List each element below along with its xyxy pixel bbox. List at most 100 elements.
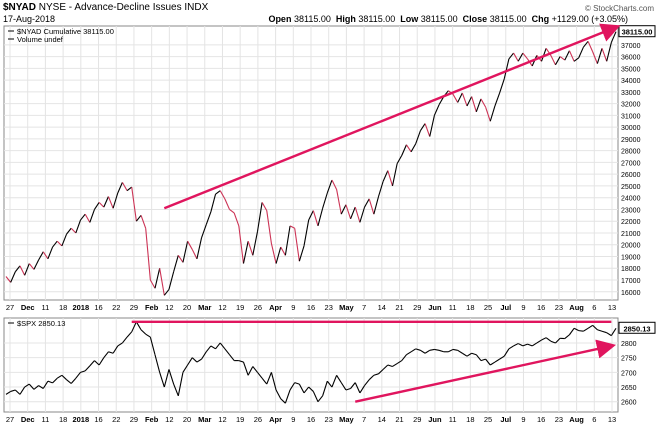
spx-x-tick-label: 27 bbox=[6, 415, 14, 424]
nyad-x-tick-label: Jul bbox=[500, 303, 511, 312]
nyad-x-tick-label: Aug bbox=[569, 303, 584, 312]
nyad-x-tick-label: 11 bbox=[42, 303, 50, 312]
spx-series-segment bbox=[131, 321, 137, 333]
spx-series-segment bbox=[312, 391, 319, 402]
nyad-series-segment bbox=[159, 268, 165, 296]
nyad-x-tick-label: May bbox=[339, 303, 354, 312]
spx-series-segment bbox=[242, 361, 249, 376]
spx-series-segment bbox=[284, 389, 291, 404]
nyad-series-segment bbox=[229, 209, 235, 214]
high-value: 38115.00 bbox=[358, 14, 396, 24]
nyad-series-segment bbox=[275, 246, 282, 264]
spx-series-segment bbox=[154, 354, 161, 373]
spx-series-segment bbox=[215, 342, 221, 350]
spx-series-segment bbox=[308, 386, 314, 392]
spx-series-segment bbox=[392, 363, 398, 367]
nyad-series-segment bbox=[457, 92, 463, 103]
nyad-series-segment bbox=[461, 92, 468, 107]
nyad-legend-label: Volume undef bbox=[17, 35, 64, 44]
nyad-series-segment bbox=[261, 202, 268, 211]
symbol: $NYAD bbox=[3, 2, 36, 13]
nyad-series-segment bbox=[298, 245, 305, 262]
spx-series-segment bbox=[168, 369, 175, 385]
spx-series-segment bbox=[452, 348, 458, 351]
spx-series-segment bbox=[145, 333, 151, 338]
nyad-series-segment bbox=[303, 219, 310, 247]
nyad-series-segment bbox=[182, 241, 189, 263]
nyad-series-segment bbox=[280, 246, 286, 256]
nyad-series-segment bbox=[485, 106, 491, 122]
nyad-series-segment bbox=[592, 51, 598, 64]
spx-series-segment bbox=[597, 329, 603, 332]
nyad-series-segment bbox=[410, 143, 417, 153]
spx-series-segment bbox=[14, 389, 21, 395]
nyad-y-tick-label: 31000 bbox=[621, 113, 641, 120]
spx-series-segment bbox=[350, 382, 356, 389]
nyad-series-segment bbox=[121, 182, 128, 191]
spx-series-segment bbox=[149, 336, 156, 355]
nyad-series-segment bbox=[187, 240, 193, 250]
nyad-series-segment bbox=[317, 208, 324, 227]
spx-series-segment bbox=[471, 352, 477, 356]
spx-series-segment bbox=[126, 331, 133, 338]
spx-series-segment bbox=[98, 357, 105, 366]
spx-x-tick-label: Jul bbox=[500, 415, 511, 424]
chart-title: $NYAD NYSE - Advance-Decline Issues INDX bbox=[3, 2, 209, 13]
nyad-series-segment bbox=[10, 271, 16, 283]
nyad-series-segment bbox=[219, 190, 226, 200]
spx-series-segment bbox=[592, 324, 598, 331]
spx-series-segment bbox=[462, 352, 468, 357]
spx-series-segment bbox=[420, 349, 426, 354]
spx-series-segment bbox=[522, 343, 528, 347]
nyad-series-segment bbox=[112, 192, 119, 209]
spx-trend-arrow bbox=[354, 339, 617, 403]
spx-series-segment bbox=[396, 360, 403, 364]
spx-series-segment bbox=[280, 398, 286, 404]
nyad-series-segment bbox=[419, 123, 426, 131]
spx-series-segment bbox=[503, 348, 510, 357]
spx-x-tick-label: 11 bbox=[42, 415, 50, 424]
nyad-y-tick-label: 35000 bbox=[621, 66, 641, 73]
nyad-series-segment bbox=[75, 219, 82, 234]
nyad-series-segment bbox=[359, 206, 366, 223]
nyad-series-segment bbox=[452, 93, 459, 103]
nyad-x-tick-label: 18 bbox=[59, 303, 67, 312]
nyad-series-segment bbox=[191, 249, 198, 260]
nyad-series-segment bbox=[513, 52, 519, 62]
spx-series-segment bbox=[378, 369, 384, 375]
nyad-last-value-label: 38115.00 bbox=[622, 28, 653, 37]
spx-x-tick-label: 12 bbox=[165, 415, 173, 424]
low-value: 38115.00 bbox=[420, 14, 458, 24]
spx-series-segment bbox=[219, 342, 226, 350]
spx-series-segment bbox=[75, 372, 81, 379]
nyad-y-tick-label: 36000 bbox=[621, 55, 641, 62]
nyad-x-tick-label: 23 bbox=[555, 303, 563, 312]
nyad-series-segment bbox=[494, 92, 501, 107]
nyad-series-segment bbox=[205, 211, 212, 225]
nyad-x-tick-label: 9 bbox=[291, 303, 295, 312]
spx-x-tick-label: 29 bbox=[413, 415, 421, 424]
nyad-series-segment bbox=[98, 202, 105, 208]
spx-series-segment bbox=[364, 379, 370, 386]
nyad-series-segment bbox=[354, 206, 361, 223]
spx-series-segment bbox=[448, 348, 454, 353]
spx-y-tick-label: 2750 bbox=[621, 356, 637, 363]
nyad-series-segment bbox=[364, 198, 370, 208]
spx-series-segment bbox=[270, 372, 277, 391]
nyad-series-segment bbox=[540, 48, 547, 62]
nyad-x-tick-label: 16 bbox=[307, 303, 315, 312]
nyad-series-segment bbox=[163, 289, 170, 296]
spx-series-segment bbox=[303, 386, 310, 394]
nyad-series-segment bbox=[471, 96, 477, 113]
nyad-series-segment bbox=[322, 192, 328, 209]
nyad-x-tick-label: 2018 bbox=[72, 303, 89, 312]
spx-series-segment bbox=[545, 337, 552, 342]
spx-series-segment bbox=[238, 360, 244, 363]
spx-series-segment bbox=[117, 342, 123, 347]
nyad-x-tick-label: Feb bbox=[145, 303, 159, 312]
nyad-legend-label: $NYAD Cumulative 38115.00 bbox=[17, 27, 114, 36]
brand-watermark: © StockCharts.com bbox=[584, 4, 654, 13]
close-value: 38115.00 bbox=[489, 14, 527, 24]
index-name: Advance-Decline Issues INDX bbox=[74, 2, 209, 13]
spx-x-tick-label: 12 bbox=[218, 415, 226, 424]
